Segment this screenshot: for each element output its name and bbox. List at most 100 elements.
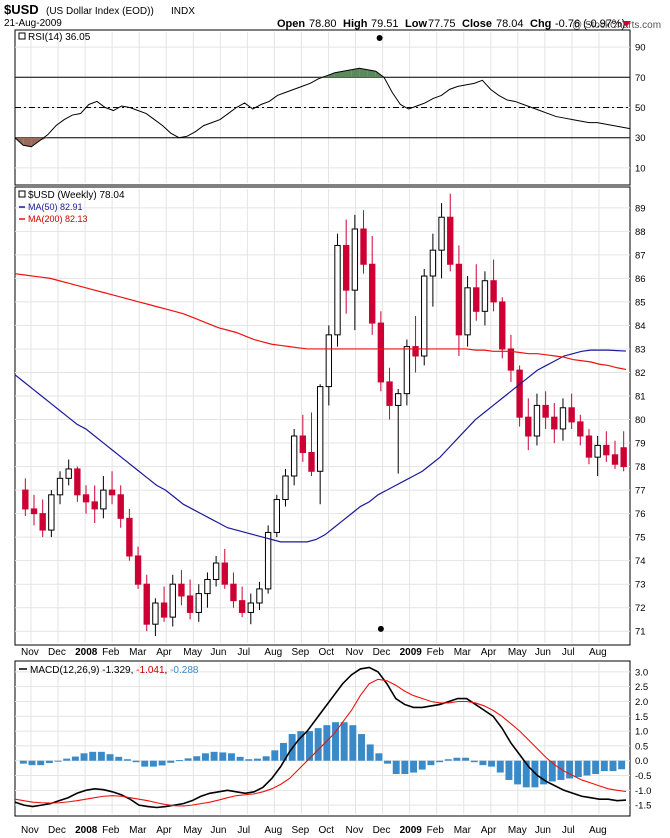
- macd-histogram-bar: [132, 760, 140, 763]
- macd-tick-label: 1.0: [635, 727, 648, 738]
- price-tick-label: 76: [635, 509, 646, 520]
- rsi-legend-swatch: [18, 32, 26, 40]
- candle-body: [421, 275, 428, 357]
- macd-histogram-bar: [245, 759, 253, 761]
- rsi-tick-label: 50: [635, 103, 646, 114]
- candle-body: [568, 407, 575, 423]
- candle-body: [360, 228, 367, 265]
- candle-body: [56, 477, 64, 496]
- macd-histogram-bar: [262, 756, 270, 761]
- quote-summary: Open 78.80 High 79.51 Low 77.75 Close 78…: [277, 18, 625, 30]
- x-axis-month-label: May: [508, 825, 527, 836]
- macd-histogram-bar: [609, 760, 617, 772]
- x-axis-month-label: Dec: [48, 825, 66, 836]
- rsi-oversold-fill: [31, 137, 40, 147]
- macd-histogram-bar: [618, 760, 626, 770]
- x-axis-month-label: Jul: [562, 647, 575, 658]
- low-value: 77.75: [428, 18, 456, 30]
- candle-body: [620, 447, 627, 468]
- candle-body: [395, 393, 402, 406]
- x-axis-month-label: Mar: [129, 647, 147, 658]
- macd-tick-label: 2.5: [635, 682, 648, 693]
- macd-histogram-bar: [28, 760, 36, 766]
- instrument-name: (US Dollar Index (EOD)): [46, 6, 154, 17]
- macd-histogram-bar: [358, 734, 365, 761]
- macd-histogram-bar: [349, 725, 357, 761]
- candle-body: [91, 501, 98, 510]
- macd-histogram-bar: [123, 759, 131, 761]
- price-tick-label: 72: [635, 603, 646, 614]
- candle-body: [82, 494, 90, 503]
- macd-histogram-bar: [522, 760, 530, 788]
- rsi-event-marker: [376, 35, 383, 42]
- candle-body: [473, 287, 480, 312]
- macd-histogram-bar: [384, 760, 392, 764]
- x-axis-month-label: Apr: [156, 647, 172, 658]
- macd-histogram-bar: [210, 751, 218, 761]
- candle-body: [212, 562, 220, 580]
- x-axis-month-label: 2008: [75, 825, 98, 836]
- candle-body: [186, 595, 194, 613]
- macd-histogram-bar: [566, 760, 574, 779]
- price-tick-label: 88: [635, 227, 646, 238]
- macd-histogram-bar: [323, 725, 331, 761]
- candle-body: [108, 489, 116, 496]
- macd-histogram-bar: [184, 758, 192, 761]
- price-tick-label: 78: [635, 462, 646, 473]
- candle-body: [256, 588, 263, 604]
- x-axis-month-label: Dec: [373, 825, 391, 836]
- price-tick-label: 73: [635, 580, 646, 591]
- candle-body: [273, 499, 280, 533]
- macd-histogram-bar: [496, 760, 504, 773]
- x-axis-month-label: May: [508, 647, 527, 658]
- candle-body: [516, 369, 523, 418]
- macd-histogram-bar: [488, 760, 496, 767]
- x-axis-month-label: Mar: [454, 825, 472, 836]
- candle-body: [143, 583, 150, 625]
- price-tick-label: 84: [635, 321, 646, 332]
- candle-body: [429, 249, 437, 277]
- x-axis-month-label: 2009: [400, 647, 423, 658]
- x-axis-month-label: 2009: [400, 825, 423, 836]
- symbol-title: $USD: [4, 2, 39, 17]
- x-axis-month-label: Oct: [319, 647, 335, 658]
- candle-body: [533, 404, 541, 437]
- macd-tick-label: 0.5: [635, 741, 648, 752]
- candle-body: [507, 348, 515, 371]
- candle-body: [342, 244, 350, 291]
- x-axis-month-label: May: [183, 825, 202, 836]
- rsi-tick-label: 10: [635, 163, 646, 174]
- candle-body: [334, 244, 341, 336]
- rsi-tick-label: 30: [635, 133, 646, 144]
- high-label: High: [343, 18, 368, 30]
- rsi-line: [14, 67, 631, 148]
- price-tick-label: 87: [635, 250, 646, 261]
- macd-histogram-bar: [89, 751, 97, 761]
- candle-body: [377, 322, 385, 383]
- macd-tick-label: -1.5: [635, 801, 651, 812]
- macd-histogram-bar: [453, 757, 461, 761]
- candle-body: [282, 475, 289, 501]
- ma200-line: [14, 273, 627, 371]
- macd-signal-line: [14, 678, 627, 807]
- macd-histogram-bar: [548, 760, 556, 782]
- candle-body: [178, 583, 185, 597]
- x-axis-month-label: Mar: [454, 647, 472, 658]
- x-axis-month-label: Jul: [237, 825, 250, 836]
- candle-body: [152, 602, 159, 625]
- price-tick-label: 79: [635, 439, 646, 450]
- candle-body: [499, 301, 506, 350]
- rsi-overbought-fill: [343, 69, 352, 78]
- candle-body: [594, 444, 601, 458]
- x-axis-month-label: 2008: [75, 647, 98, 658]
- x-axis-month-label: Apr: [481, 825, 497, 836]
- rsi-title: RSI(14) 36.05: [28, 32, 91, 43]
- price-title: $USD (Weekly) 78.04: [28, 190, 125, 201]
- macd-histogram-bar: [297, 731, 305, 761]
- macd-tick-label: -1.0: [635, 786, 651, 797]
- price-tick-label: 74: [635, 556, 646, 567]
- rsi-tick-label: 90: [635, 43, 646, 54]
- x-axis-month-label: Jun: [210, 825, 226, 836]
- macd-histogram-bar: [444, 759, 452, 761]
- x-axis-labels: Nov Dec 2008 Feb Mar Apr May Jun Jul Aug Sep Oct Nov…: [21, 647, 607, 836]
